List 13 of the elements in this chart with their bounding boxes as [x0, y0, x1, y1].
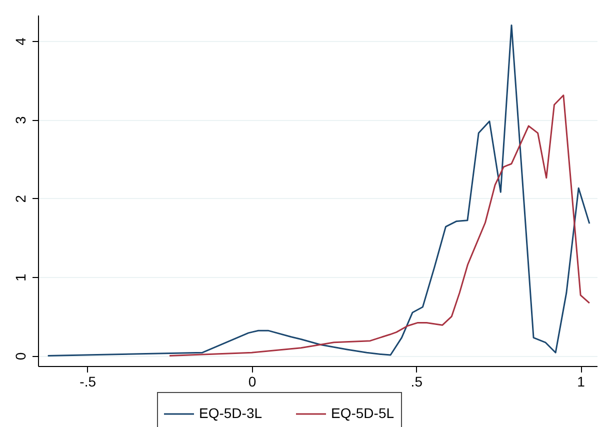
y-tick-label: 0 — [12, 352, 28, 360]
legend-label: EQ-5D-3L — [199, 405, 262, 421]
x-tick-label: -.5 — [80, 374, 96, 390]
x-tick-label: .5 — [410, 374, 423, 390]
y-tick-label: 4 — [12, 37, 28, 46]
x-tick-label: 0 — [248, 374, 256, 390]
x-tick-label: 1 — [577, 374, 586, 390]
line-series — [47, 24, 590, 357]
y-tick-label: 3 — [12, 116, 28, 124]
y-tick-label: 2 — [12, 194, 28, 203]
y-tick-label: 1 — [12, 273, 28, 282]
legend-label: EQ-5D-5L — [331, 405, 394, 421]
line-series — [168, 94, 590, 357]
